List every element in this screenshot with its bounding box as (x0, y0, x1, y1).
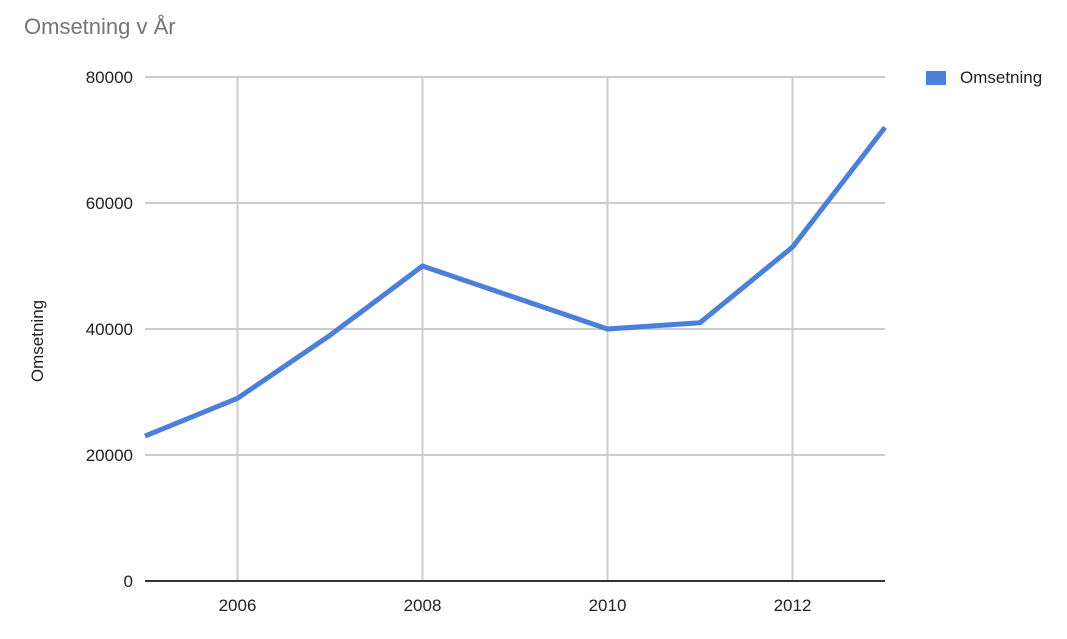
x-tick-label: 2006 (219, 596, 257, 615)
y-axis-label: Omsetning (28, 300, 47, 382)
x-tick-label: 2010 (589, 596, 627, 615)
series-line (144, 125, 887, 439)
series-group (144, 125, 887, 439)
grid-lines (145, 76, 885, 581)
y-tick-label: 0 (124, 572, 133, 591)
x-tick-label: 2008 (404, 596, 442, 615)
legend-swatch (926, 71, 946, 85)
legend: Omsetning (926, 68, 1042, 88)
chart-title: Omsetning v År (24, 14, 176, 39)
y-axis-ticks: 0 20000 40000 60000 80000 (86, 68, 133, 591)
legend-label: Omsetning (960, 68, 1043, 87)
x-tick-label: 2012 (774, 596, 812, 615)
x-axis-ticks: 2006 2008 2010 2012 (219, 596, 812, 615)
y-tick-label: 80000 (86, 68, 133, 87)
y-tick-label: 60000 (86, 194, 133, 213)
y-tick-label: 20000 (86, 446, 133, 465)
y-tick-label: 40000 (86, 320, 133, 339)
